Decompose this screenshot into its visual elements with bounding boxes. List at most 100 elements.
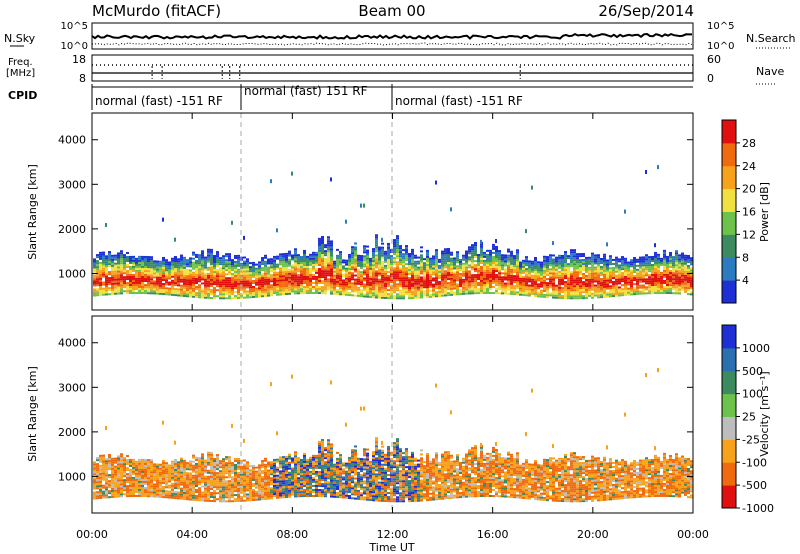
- velocity-cell: [117, 471, 120, 474]
- power-cell: [540, 279, 543, 282]
- power-cell: [438, 280, 441, 283]
- velocity-cell: [216, 460, 219, 463]
- velocity-cell: [126, 479, 129, 482]
- velocity-cell: [159, 465, 162, 468]
- power-cell: [573, 259, 576, 262]
- power-cell: [471, 266, 474, 269]
- power-cell: [549, 274, 552, 277]
- power-cell: [129, 257, 132, 260]
- velocity-cell: [192, 474, 195, 477]
- power-cell: [612, 295, 615, 298]
- power-cell: [414, 266, 417, 269]
- power-cell: [213, 259, 216, 262]
- power-cell: [327, 256, 330, 259]
- power-cell: [177, 260, 180, 263]
- power-cell: [183, 294, 186, 297]
- power-cell: [579, 293, 582, 296]
- power-cell: [591, 296, 594, 299]
- power-cell: [330, 248, 333, 251]
- power-cell: [333, 278, 336, 281]
- power-cell: [159, 282, 162, 285]
- power-cell: [423, 274, 426, 277]
- power-cell: [324, 252, 327, 255]
- power-cell: [243, 280, 246, 283]
- nsearch-tick-top: 10^5: [707, 21, 734, 32]
- power-cell: [594, 268, 597, 271]
- power-cell: [567, 283, 570, 286]
- power-cell: [123, 280, 126, 283]
- power-cell: [540, 283, 543, 286]
- power-cell: [111, 274, 114, 277]
- velocity-cell: [156, 477, 159, 480]
- power-cell: [297, 290, 300, 293]
- power-cell: [153, 272, 156, 275]
- power-cell: [120, 292, 123, 295]
- power-cell: [597, 296, 600, 299]
- power-cell: [291, 278, 294, 281]
- power-cell: [387, 295, 390, 298]
- power-cell: [540, 273, 543, 276]
- power-cell: [519, 291, 522, 294]
- power-cell: [96, 274, 99, 277]
- power-cell: [276, 273, 279, 276]
- velocity-cell: [234, 498, 237, 501]
- power-cell: [435, 259, 438, 262]
- power-cell: [432, 287, 435, 290]
- power-cell: [198, 280, 201, 283]
- power-cell: [519, 273, 522, 276]
- velocity-cell: [192, 468, 195, 471]
- power-cell: [321, 286, 324, 289]
- velocity-cell: [165, 464, 168, 467]
- velocity-cell: [162, 476, 165, 479]
- velocity-cell: [168, 464, 171, 467]
- velocity-cell: [225, 482, 228, 485]
- power-cell: [489, 283, 492, 286]
- power-cell: [327, 258, 330, 261]
- power-cell: [315, 279, 318, 282]
- power-cell: [129, 286, 132, 289]
- power-cell: [381, 270, 384, 273]
- power-cell: [372, 260, 375, 263]
- power-cell: [615, 258, 618, 261]
- power-cell: [147, 286, 150, 289]
- power-cell: [414, 268, 417, 271]
- velocity-cell: [120, 483, 123, 486]
- power-cell: [264, 272, 267, 275]
- power-cell: [648, 288, 651, 291]
- power-cell: [216, 271, 219, 274]
- velocity-cell: [222, 490, 225, 493]
- power-cell: [216, 277, 219, 280]
- power-cell: [168, 265, 171, 268]
- power-cell: [171, 263, 174, 266]
- power-cell: [135, 269, 138, 272]
- power-cell: [537, 263, 540, 266]
- power-cell: [330, 260, 333, 263]
- power-cell: [441, 266, 444, 269]
- velocity-cell: [129, 460, 132, 463]
- power-cell: [285, 264, 288, 267]
- colorbar-swatch: [722, 120, 736, 144]
- power-cell: [360, 265, 363, 268]
- power-cell: [120, 260, 123, 263]
- power-cell: [480, 283, 483, 286]
- power-cell: [600, 272, 603, 275]
- power-cell: [279, 271, 282, 274]
- power-cell: [657, 291, 660, 294]
- power-cell: [408, 267, 411, 270]
- velocity-cell: [132, 478, 135, 481]
- velocity-cell: [120, 453, 123, 456]
- power-cell: [489, 267, 492, 270]
- velocity-cell: [210, 485, 213, 488]
- power-cell: [651, 280, 654, 283]
- power-cell: [390, 263, 393, 266]
- power-cell: [681, 288, 684, 291]
- power-cell: [384, 296, 387, 299]
- power-cell: [198, 266, 201, 269]
- power-cell: [381, 268, 384, 271]
- power-cell: [465, 258, 468, 261]
- power-cell: [219, 277, 222, 280]
- power-cell: [219, 261, 222, 264]
- power-cell: [297, 268, 300, 271]
- power-cell: [474, 244, 477, 247]
